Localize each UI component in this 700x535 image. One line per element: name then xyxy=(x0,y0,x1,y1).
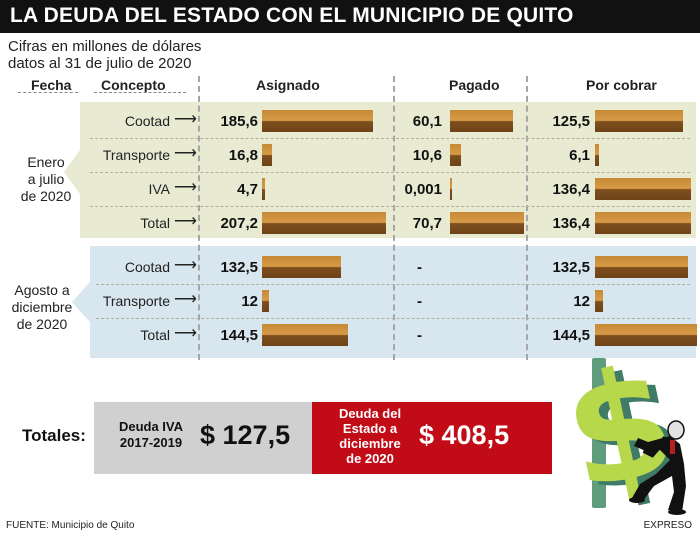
concept-label: Total xyxy=(140,327,170,343)
arrow-icon: ⟶ xyxy=(174,213,197,230)
period-2-label: Agosto a diciembre de 2020 xyxy=(11,282,73,332)
por-cobrar-bar xyxy=(595,178,691,200)
man-pushing-dollar-illustration: $ $ xyxy=(551,352,698,517)
arrow-icon: ⟶ xyxy=(174,111,197,128)
state-debt-value: $ 408,5 xyxy=(419,420,510,450)
concept-label: IVA xyxy=(148,181,170,197)
arrow-icon: ⟶ xyxy=(174,145,197,162)
asignado-value: 185,6 xyxy=(220,113,258,130)
asignado-bar xyxy=(262,290,269,312)
pagado-value: 60,1 xyxy=(412,113,442,130)
pagado-bar xyxy=(450,178,452,200)
subtitle-line-2: datos al 31 de julio de 2020 xyxy=(8,55,192,72)
row-divider xyxy=(96,318,690,319)
column-divider xyxy=(526,76,528,360)
asignado-value: 132,5 xyxy=(220,259,258,276)
brand-label: EXPRESO xyxy=(643,520,692,531)
pagado-value: 70,7 xyxy=(412,215,442,232)
asignado-bar xyxy=(262,110,373,132)
asignado-bar xyxy=(262,144,272,166)
iva-debt-label: Deuda IVA 2017-2019 xyxy=(118,419,184,450)
asignado-value: 144,5 xyxy=(220,327,258,344)
period-1-label: Enero a julio de 2020 xyxy=(20,154,72,204)
concept-label: Cootad xyxy=(124,259,170,275)
asignado-value: 4,7 xyxy=(237,181,258,198)
concept-label: Cootad xyxy=(124,113,170,129)
row-divider xyxy=(90,172,690,173)
asignado-value: 12 xyxy=(241,293,258,310)
por-cobrar-bar xyxy=(595,324,697,346)
header-rule xyxy=(94,92,186,93)
por-cobrar-value: 12 xyxy=(573,293,590,310)
arrow-icon: ⟶ xyxy=(174,257,197,274)
pagado-value: 10,6 xyxy=(412,147,442,164)
concept-label: Transporte xyxy=(102,293,170,309)
chart-title: LA DEUDA DEL ESTADO CON EL MUNICIPIO DE … xyxy=(10,4,574,27)
header-fecha: Fecha xyxy=(31,77,72,93)
column-divider xyxy=(198,76,200,360)
header-concepto: Concepto xyxy=(101,77,166,93)
title-bar xyxy=(0,0,700,33)
concept-label: Total xyxy=(140,215,170,231)
pagado-dash: - xyxy=(417,293,422,310)
concept-label: Transporte xyxy=(102,147,170,163)
period-2-pointer xyxy=(72,282,90,322)
por-cobrar-value: 136,4 xyxy=(552,215,590,232)
por-cobrar-value: 125,5 xyxy=(552,113,590,130)
row-divider xyxy=(90,206,690,207)
header-rule xyxy=(18,92,78,93)
period-1-pointer xyxy=(64,150,80,194)
row-divider xyxy=(90,138,690,139)
por-cobrar-value: 132,5 xyxy=(552,259,590,276)
por-cobrar-bar xyxy=(595,144,599,166)
subtitle: Cifras en millones de dólares datos al 3… xyxy=(8,38,201,72)
asignado-bar xyxy=(262,178,265,200)
asignado-value: 16,8 xyxy=(228,147,258,164)
row-divider xyxy=(96,284,690,285)
header-pagado: Pagado xyxy=(449,77,500,93)
arrow-icon: ⟶ xyxy=(174,325,197,342)
por-cobrar-value: 6,1 xyxy=(569,147,590,164)
pagado-value: 0,001 xyxy=(404,181,442,198)
por-cobrar-bar xyxy=(595,212,691,234)
column-divider xyxy=(393,76,395,360)
iva-debt-box xyxy=(94,402,312,474)
pagado-dash: - xyxy=(417,327,422,344)
source-note: FUENTE: Municipio de Quito xyxy=(6,520,135,531)
por-cobrar-bar xyxy=(595,256,688,278)
asignado-bar xyxy=(262,324,348,346)
pagado-bar xyxy=(450,110,513,132)
por-cobrar-value: 136,4 xyxy=(552,181,590,198)
arrow-icon: ⟶ xyxy=(174,179,197,196)
header-asignado: Asignado xyxy=(256,77,320,93)
businessman-icon xyxy=(629,420,686,515)
pagado-bar xyxy=(450,144,461,166)
totals-label: Totales: xyxy=(22,426,86,445)
por-cobrar-value: 144,5 xyxy=(552,327,590,344)
subtitle-line-1: Cifras en millones de dólares xyxy=(8,38,202,55)
period-1-panel xyxy=(80,102,696,238)
arrow-icon: ⟶ xyxy=(174,291,197,308)
por-cobrar-bar xyxy=(595,290,603,312)
header-por-cobrar: Por cobrar xyxy=(586,77,657,93)
pagado-bar xyxy=(450,212,524,234)
por-cobrar-bar xyxy=(595,110,683,132)
asignado-bar xyxy=(262,256,341,278)
asignado-bar xyxy=(262,212,386,234)
state-debt-label: Deuda del Estado a diciembre de 2020 xyxy=(338,406,402,466)
iva-debt-value: $ 127,5 xyxy=(200,420,291,450)
state-debt-box xyxy=(312,402,552,474)
asignado-value: 207,2 xyxy=(220,215,258,232)
pagado-dash: - xyxy=(417,259,422,276)
